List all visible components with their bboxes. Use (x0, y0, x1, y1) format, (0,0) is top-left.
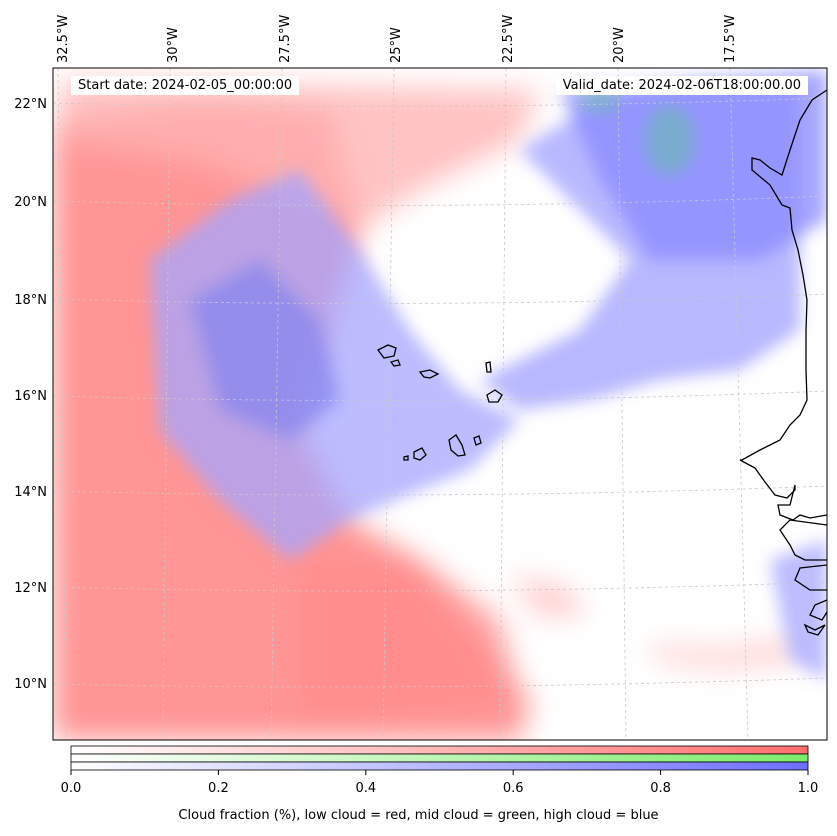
colorbar: 0.0 0.2 0.4 0.6 0.8 1.0 (61, 745, 819, 796)
colorbar-tick-label: 0.6 (503, 781, 524, 796)
coastline (377, 89, 827, 636)
lat-label: 10°N (14, 677, 47, 692)
cloud-field (53, 70, 827, 740)
lat-label: 12°N (14, 581, 47, 596)
colorbar-tick-label: 0.2 (208, 781, 229, 796)
cape-verde-santiago (448, 434, 466, 457)
cape-verde-santo-antao (377, 344, 397, 359)
cape-verde-sao-vicente (389, 359, 401, 367)
colorbar-band-high (70, 761, 809, 771)
cape-verde-sao-nicolau (418, 369, 440, 379)
cape-verde-boa-vista (486, 389, 503, 403)
lon-label: 22.5°W (501, 15, 516, 63)
lat-label: 18°N (14, 293, 47, 308)
high-cloud-southeast-edge (770, 540, 827, 680)
lat-label: 16°N (14, 389, 47, 404)
africa-coastline (739, 89, 827, 521)
low-cloud-east-patch (510, 575, 585, 615)
lon-label: 32.5°W (56, 15, 71, 63)
latitude-labels: 22°N 20°N 18°N 16°N 14°N 12°N 10°N (14, 97, 47, 692)
gridlines (53, 68, 827, 740)
map-frame (52, 67, 828, 741)
lat-label: 14°N (14, 485, 47, 500)
colorbar-tick-label: 1.0 (798, 781, 819, 796)
high-cloud-layer (150, 70, 827, 680)
mid-cloud-patch-1 (645, 105, 695, 175)
lat-label: 20°N (14, 195, 47, 210)
lon-label: 17.5°W (723, 15, 738, 63)
valid-date-label: Valid_date: 2024-02-06T18:00:00.00 (555, 76, 808, 95)
colorbar-ticks (70, 770, 809, 775)
colorbar-band-mid (70, 753, 809, 763)
lat-label: 22°N (14, 97, 47, 112)
gambia-coastline (779, 519, 827, 561)
cape-verde-brava (403, 455, 409, 461)
colorbar-title: Cloud fraction (%), low cloud = red, mid… (178, 808, 659, 823)
longitude-labels: 32.5°W 30°W 27.5°W 25°W 22.5°W 20°W 17.5… (56, 15, 738, 63)
start-date-label: Start date: 2024-02-05_00:00:00 (71, 76, 300, 95)
high-cloud-core (190, 260, 340, 440)
cape-verde-fogo (413, 447, 427, 461)
cape-verde-maio (473, 435, 482, 446)
colorbar-tick-label: 0.4 (355, 781, 376, 796)
low-cloud-south-patch (300, 560, 520, 720)
cape-verde-sal (485, 361, 492, 373)
lon-label: 30°W (166, 27, 181, 63)
guinea-bissau-coastline (794, 564, 827, 591)
colorbar-band-low (70, 745, 809, 755)
guinea-coastline (803, 599, 827, 636)
low-cloud-north-band (60, 80, 540, 230)
colorbar-tick-label: 0.8 (650, 781, 671, 796)
lon-label: 20°W (612, 27, 627, 63)
high-cloud-northeast (560, 70, 827, 260)
colorbar-tick-label: 0.0 (61, 781, 82, 796)
lon-label: 25°W (389, 27, 404, 63)
low-cloud-southeast-streak (650, 640, 800, 668)
lon-label: 27.5°W (278, 15, 293, 63)
